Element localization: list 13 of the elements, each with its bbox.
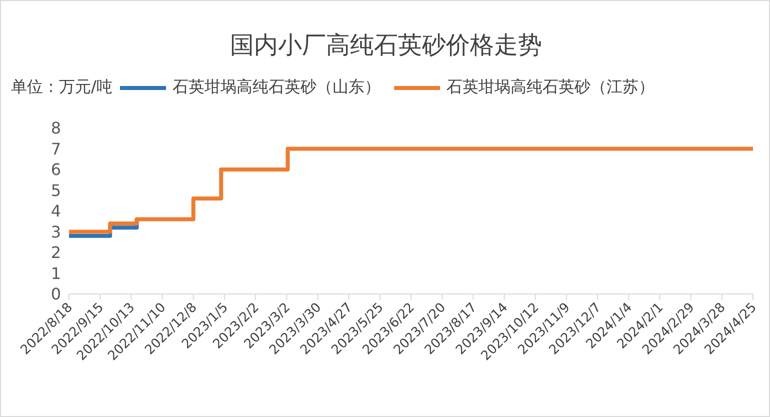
chart-title: 国内小厂高纯石英砂价格走势 [229,30,543,61]
y-tick-label: 7 [50,139,61,158]
y-tick-label: 4 [50,202,61,221]
y-tick-label: 6 [50,160,61,180]
text: 单位：万元/吨 [11,77,112,98]
y-tick-label: 8 [50,118,61,138]
legend-label: 石英坩埚高纯石英砂（江苏） [445,77,654,98]
y-tick-label: 0 [50,284,61,304]
legend-label: 石英坩埚高纯石英砂（山东） [171,77,380,98]
y-tick-label: 2 [50,243,61,262]
y-tick-label: 5 [50,180,61,200]
y-tick-label: 3 [50,222,61,242]
y-tick-label: 1 [50,264,61,283]
